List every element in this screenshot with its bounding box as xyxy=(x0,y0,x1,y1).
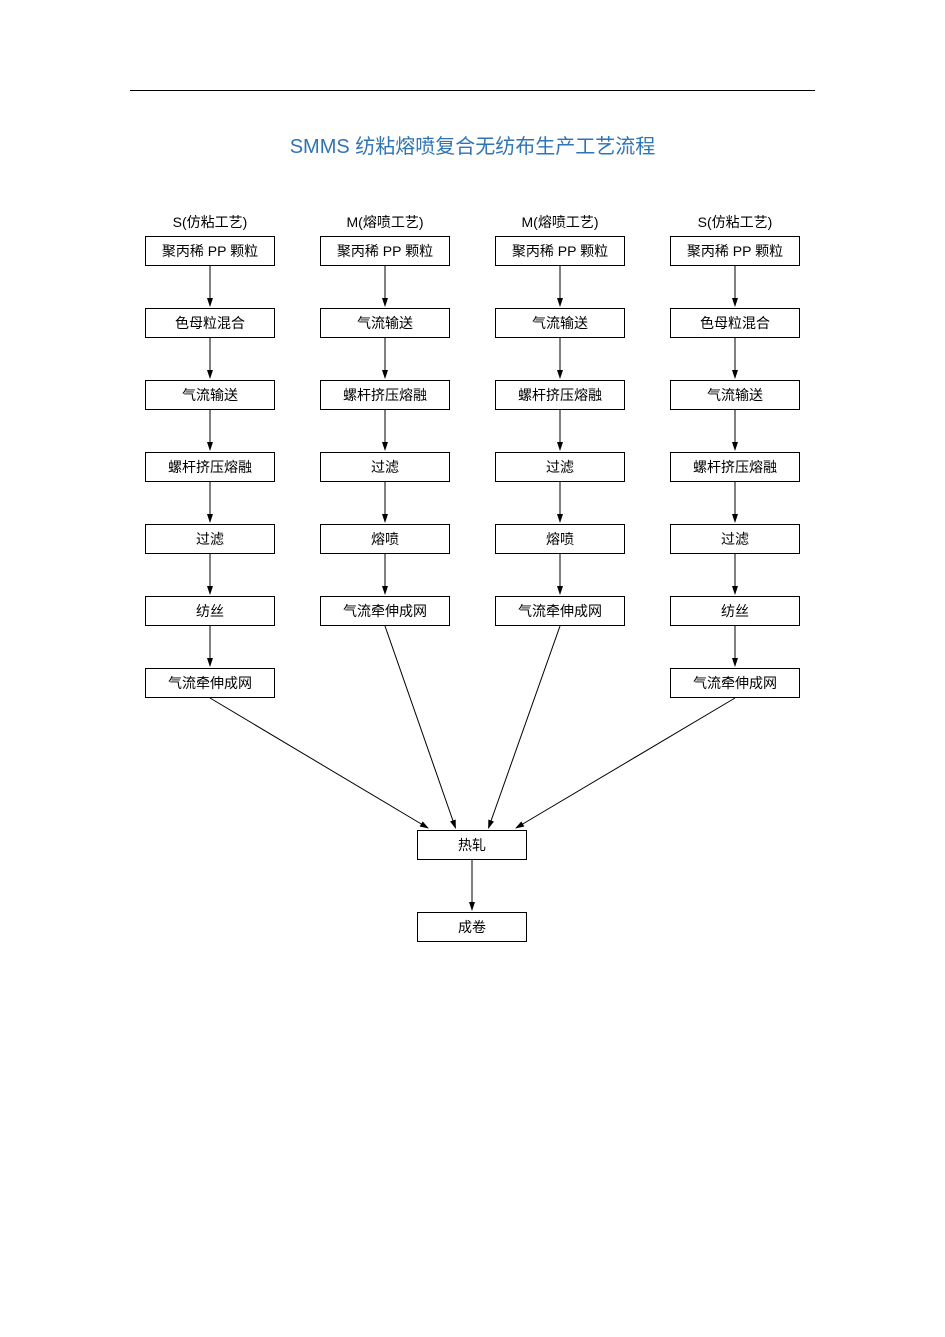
node-M2-0: 聚丙稀 PP 颗粒 xyxy=(495,236,625,266)
node-S2-6: 气流牵伸成网 xyxy=(670,668,800,698)
node-S2-0-label: 聚丙稀 PP 颗粒 xyxy=(687,241,783,261)
node-S2-1: 色母粒混合 xyxy=(670,308,800,338)
node-S1-1: 色母粒混合 xyxy=(145,308,275,338)
node-M1-4-label: 熔喷 xyxy=(371,529,399,549)
node-merge-0: 热轧 xyxy=(417,830,527,860)
node-S2-2: 气流输送 xyxy=(670,380,800,410)
node-M2-5-label: 气流牵伸成网 xyxy=(518,601,602,621)
node-M2-2-label: 螺杆挤压熔融 xyxy=(518,385,602,405)
node-merge-1: 成卷 xyxy=(417,912,527,942)
node-S2-1-label: 色母粒混合 xyxy=(700,313,770,333)
node-M2-4: 熔喷 xyxy=(495,524,625,554)
node-M1-3: 过滤 xyxy=(320,452,450,482)
node-S2-6-label: 气流牵伸成网 xyxy=(693,673,777,693)
node-S2-5-label: 纺丝 xyxy=(721,601,749,621)
node-S1-2-label: 气流输送 xyxy=(182,385,238,405)
node-merge-1-label: 成卷 xyxy=(458,917,486,937)
node-M2-1: 气流输送 xyxy=(495,308,625,338)
node-S2-5: 纺丝 xyxy=(670,596,800,626)
node-S2-3: 螺杆挤压熔融 xyxy=(670,452,800,482)
flowchart-canvas: S(仿粘工艺)聚丙稀 PP 颗粒色母粒混合气流输送螺杆挤压熔融过滤纺丝气流牵伸成… xyxy=(0,0,945,1337)
node-S1-5: 纺丝 xyxy=(145,596,275,626)
node-S1-3-label: 螺杆挤压熔融 xyxy=(168,457,252,477)
node-S1-0: 聚丙稀 PP 颗粒 xyxy=(145,236,275,266)
node-M1-3-label: 过滤 xyxy=(371,457,399,477)
node-S1-4: 过滤 xyxy=(145,524,275,554)
node-M1-1-label: 气流输送 xyxy=(357,313,413,333)
node-M1-4: 熔喷 xyxy=(320,524,450,554)
node-M2-0-label: 聚丙稀 PP 颗粒 xyxy=(512,241,608,261)
node-M1-2: 螺杆挤压熔融 xyxy=(320,380,450,410)
node-M2-4-label: 熔喷 xyxy=(546,529,574,549)
node-S2-2-label: 气流输送 xyxy=(707,385,763,405)
node-S1-5-label: 纺丝 xyxy=(196,601,224,621)
node-M2-3-label: 过滤 xyxy=(546,457,574,477)
node-M2-3: 过滤 xyxy=(495,452,625,482)
node-M2-5: 气流牵伸成网 xyxy=(495,596,625,626)
node-S1-2: 气流输送 xyxy=(145,380,275,410)
column-header-S1: S(仿粘工艺) xyxy=(130,212,290,232)
column-header-S2: S(仿粘工艺) xyxy=(655,212,815,232)
node-M1-0-label: 聚丙稀 PP 颗粒 xyxy=(337,241,433,261)
node-S1-3: 螺杆挤压熔融 xyxy=(145,452,275,482)
node-M1-1: 气流输送 xyxy=(320,308,450,338)
node-S1-6: 气流牵伸成网 xyxy=(145,668,275,698)
node-M1-5: 气流牵伸成网 xyxy=(320,596,450,626)
node-S1-4-label: 过滤 xyxy=(196,529,224,549)
node-M2-1-label: 气流输送 xyxy=(532,313,588,333)
node-S1-1-label: 色母粒混合 xyxy=(175,313,245,333)
node-M1-2-label: 螺杆挤压熔融 xyxy=(343,385,427,405)
node-M1-0: 聚丙稀 PP 颗粒 xyxy=(320,236,450,266)
column-header-M1: M(熔喷工艺) xyxy=(305,212,465,232)
node-S2-3-label: 螺杆挤压熔融 xyxy=(693,457,777,477)
node-S2-4: 过滤 xyxy=(670,524,800,554)
node-S1-6-label: 气流牵伸成网 xyxy=(168,673,252,693)
node-S1-0-label: 聚丙稀 PP 颗粒 xyxy=(162,241,258,261)
node-S2-4-label: 过滤 xyxy=(721,529,749,549)
node-merge-0-label: 热轧 xyxy=(458,835,486,855)
node-M1-5-label: 气流牵伸成网 xyxy=(343,601,427,621)
node-M2-2: 螺杆挤压熔融 xyxy=(495,380,625,410)
column-header-M2: M(熔喷工艺) xyxy=(480,212,640,232)
node-S2-0: 聚丙稀 PP 颗粒 xyxy=(670,236,800,266)
